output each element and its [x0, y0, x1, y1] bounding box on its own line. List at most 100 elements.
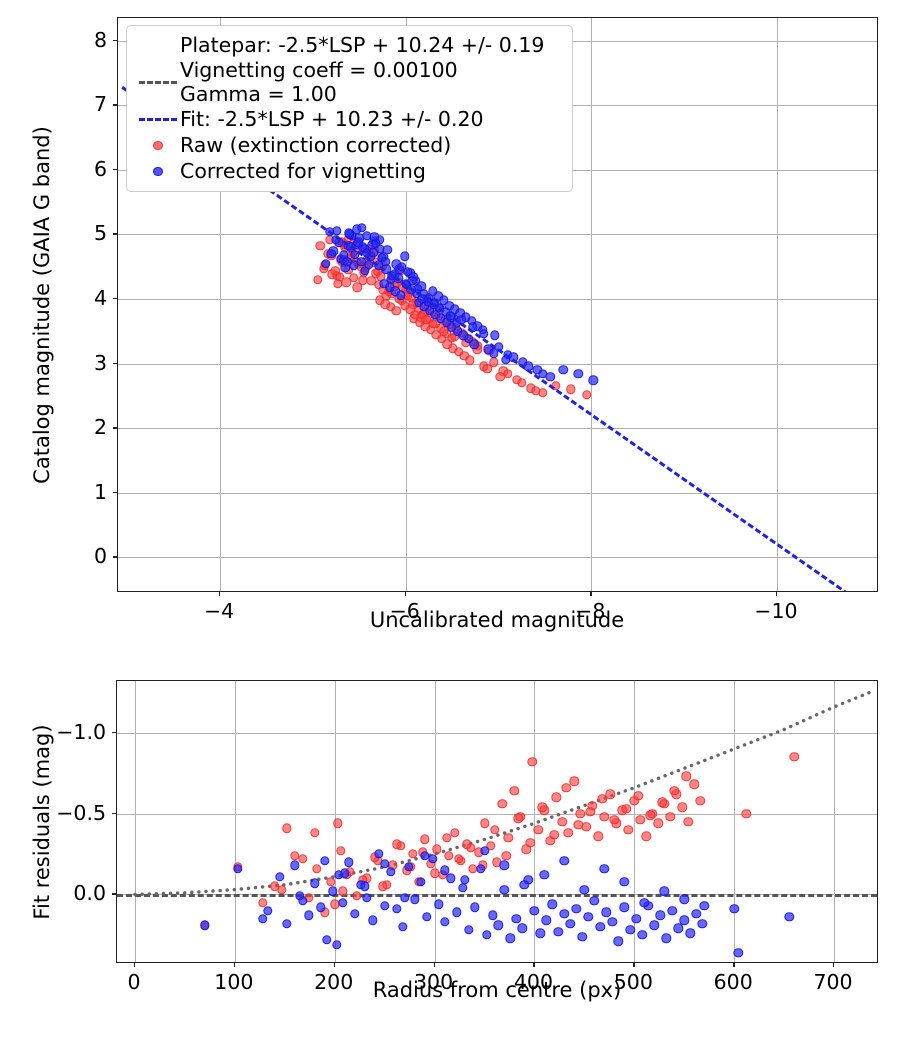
- xtick-label: 0: [127, 970, 141, 994]
- ytick-label: 1: [93, 479, 107, 504]
- data-point: [459, 875, 470, 885]
- gridline-horizontal: [117, 813, 877, 815]
- data-point: [639, 897, 649, 908]
- data-point: [523, 361, 533, 371]
- data-point: [453, 854, 464, 864]
- dashed-line-swatch-icon: [139, 80, 177, 84]
- data-point: [699, 901, 709, 911]
- data-point: [417, 294, 428, 304]
- data-point: [349, 273, 359, 283]
- legend-label: Raw (extinction corrected): [180, 133, 452, 158]
- dashed-line-swatch-icon: [139, 117, 177, 121]
- data-point: [673, 923, 683, 934]
- data-point: [503, 833, 514, 843]
- xtick-mark: [633, 963, 635, 967]
- data-point: [563, 828, 574, 838]
- ytick-mark: [113, 168, 117, 171]
- data-point: [635, 815, 646, 825]
- data-point: [316, 902, 326, 913]
- data-point: [741, 808, 751, 819]
- data-point: [609, 815, 620, 825]
- data-point: [304, 910, 314, 921]
- data-point: [428, 299, 439, 309]
- data-point: [607, 917, 618, 927]
- data-point: [439, 295, 449, 306]
- data-point: [451, 907, 462, 917]
- gridline-horizontal: [118, 299, 877, 301]
- data-point: [561, 783, 572, 793]
- data-point: [445, 873, 456, 883]
- data-point: [633, 791, 644, 801]
- ytick-label: 0: [93, 544, 107, 569]
- data-point: [415, 876, 426, 887]
- legend-entry: Platepar: -2.5*LSP + 10.24 +/- 0.19: [136, 32, 563, 58]
- data-point: [391, 305, 402, 316]
- gridline-vertical: [834, 681, 836, 962]
- vignetting-model-curve: [133, 688, 876, 897]
- data-point: [657, 797, 667, 807]
- data-point: [406, 285, 416, 295]
- marker-dot-icon: [153, 140, 163, 151]
- data-point: [320, 855, 330, 866]
- data-point: [362, 231, 372, 241]
- ytick-label: 3: [93, 350, 107, 375]
- data-point: [258, 897, 268, 908]
- ytick-label: 7: [93, 91, 107, 116]
- data-point: [322, 935, 332, 945]
- gridline-vertical: [634, 681, 636, 962]
- data-point: [328, 886, 338, 896]
- data-point: [599, 863, 610, 874]
- data-point: [464, 334, 474, 344]
- legend-label: Fit: -2.5*LSP + 10.23 +/- 0.20: [180, 107, 484, 132]
- data-point: [338, 886, 348, 896]
- data-point: [399, 892, 410, 903]
- data-point: [529, 905, 540, 916]
- data-point: [290, 860, 300, 871]
- data-point: [410, 309, 420, 320]
- data-point: [527, 757, 538, 767]
- data-point: [565, 918, 576, 929]
- data-point: [599, 812, 610, 822]
- bottom-yaxis-title: Fit residuals (mag): [30, 724, 54, 920]
- data-point: [326, 876, 336, 887]
- data-point: [263, 905, 273, 916]
- ytick-mark: [113, 39, 117, 41]
- data-point: [338, 897, 348, 908]
- data-point: [402, 267, 413, 277]
- gridline-vertical: [234, 681, 236, 962]
- data-point: [547, 899, 558, 909]
- legend-key-fit: [136, 117, 180, 121]
- data-point: [456, 315, 467, 325]
- data-point: [511, 914, 522, 924]
- data-point: [588, 375, 598, 386]
- data-point: [295, 891, 305, 901]
- legend-label-stack: Raw (extinction corrected): [180, 133, 451, 157]
- xtick-mark: [219, 592, 221, 596]
- data-point: [258, 914, 268, 924]
- data-point: [479, 846, 490, 856]
- data-point: [482, 364, 493, 374]
- data-point: [577, 931, 588, 942]
- gridline-horizontal: [118, 234, 877, 236]
- data-point: [479, 818, 490, 828]
- data-point: [439, 326, 449, 337]
- data-point: [637, 930, 647, 940]
- bottom-plot-area: [117, 681, 877, 962]
- data-point: [379, 901, 390, 911]
- ytick-label: 4: [93, 285, 107, 310]
- data-point: [290, 850, 300, 861]
- ytick-mark: [113, 233, 117, 235]
- data-point: [613, 936, 624, 947]
- data-point: [310, 828, 320, 838]
- data-point: [784, 912, 794, 922]
- data-point: [335, 272, 345, 282]
- legend-entry: Corrected for vignetting: [136, 158, 563, 184]
- data-point: [351, 891, 362, 901]
- data-point: [585, 807, 596, 817]
- data-point: [275, 871, 285, 882]
- data-point: [683, 816, 693, 827]
- data-point: [449, 828, 460, 838]
- data-point: [400, 278, 411, 289]
- data-point: [421, 315, 431, 325]
